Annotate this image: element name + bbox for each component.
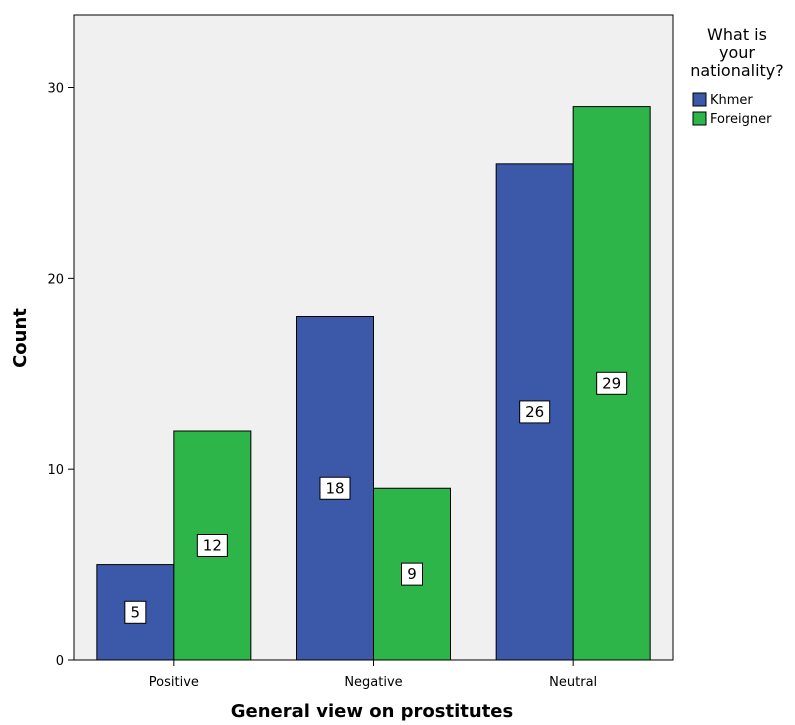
- x-axis: Positive Negative Neutral: [149, 660, 597, 690]
- y-tick-label-30: 30: [47, 82, 64, 97]
- legend-label-khmer: Khmer: [710, 93, 753, 108]
- data-label-box-negative-foreigner: [401, 562, 423, 586]
- x-tick-label-negative: Negative: [344, 675, 402, 690]
- data-label-box-neutral-foreigner: [596, 371, 628, 395]
- legend-title-line-2: your: [719, 43, 755, 62]
- y-axis-title: Count: [10, 308, 31, 368]
- data-label-negative-foreigner: 9: [407, 565, 417, 583]
- data-label-box-negative-khmer: [319, 476, 351, 500]
- y-axis: 0 10 20 30: [47, 82, 74, 669]
- data-label-neutral-khmer: 26: [525, 403, 544, 421]
- data-label-negative-khmer: 18: [325, 479, 344, 497]
- x-tick-label-positive: Positive: [149, 675, 199, 690]
- legend-title-line-1: What is: [707, 25, 767, 44]
- data-label-box-neutral-khmer: [519, 400, 551, 424]
- legend-title-line-3: nationality?: [690, 61, 784, 80]
- legend-label-foreigner: Foreigner: [710, 112, 772, 127]
- y-tick-label-10: 10: [47, 463, 64, 478]
- legend-swatch-foreigner: [692, 111, 707, 126]
- legend: What is your nationality? Khmer Foreigne…: [690, 25, 784, 127]
- x-tick-label-neutral: Neutral: [549, 675, 597, 690]
- data-label-box-positive-khmer: [124, 600, 147, 624]
- data-label-neutral-foreigner: 29: [602, 374, 621, 392]
- legend-swatch-khmer: [692, 92, 707, 107]
- data-label-positive-khmer: 5: [131, 603, 141, 621]
- x-axis-title: General view on prostitutes: [231, 701, 513, 722]
- data-label-box-positive-foreigner: [196, 534, 228, 558]
- data-label-positive-foreigner: 12: [203, 537, 222, 555]
- y-tick-label-0: 0: [56, 654, 64, 669]
- y-tick-label-20: 20: [47, 272, 64, 287]
